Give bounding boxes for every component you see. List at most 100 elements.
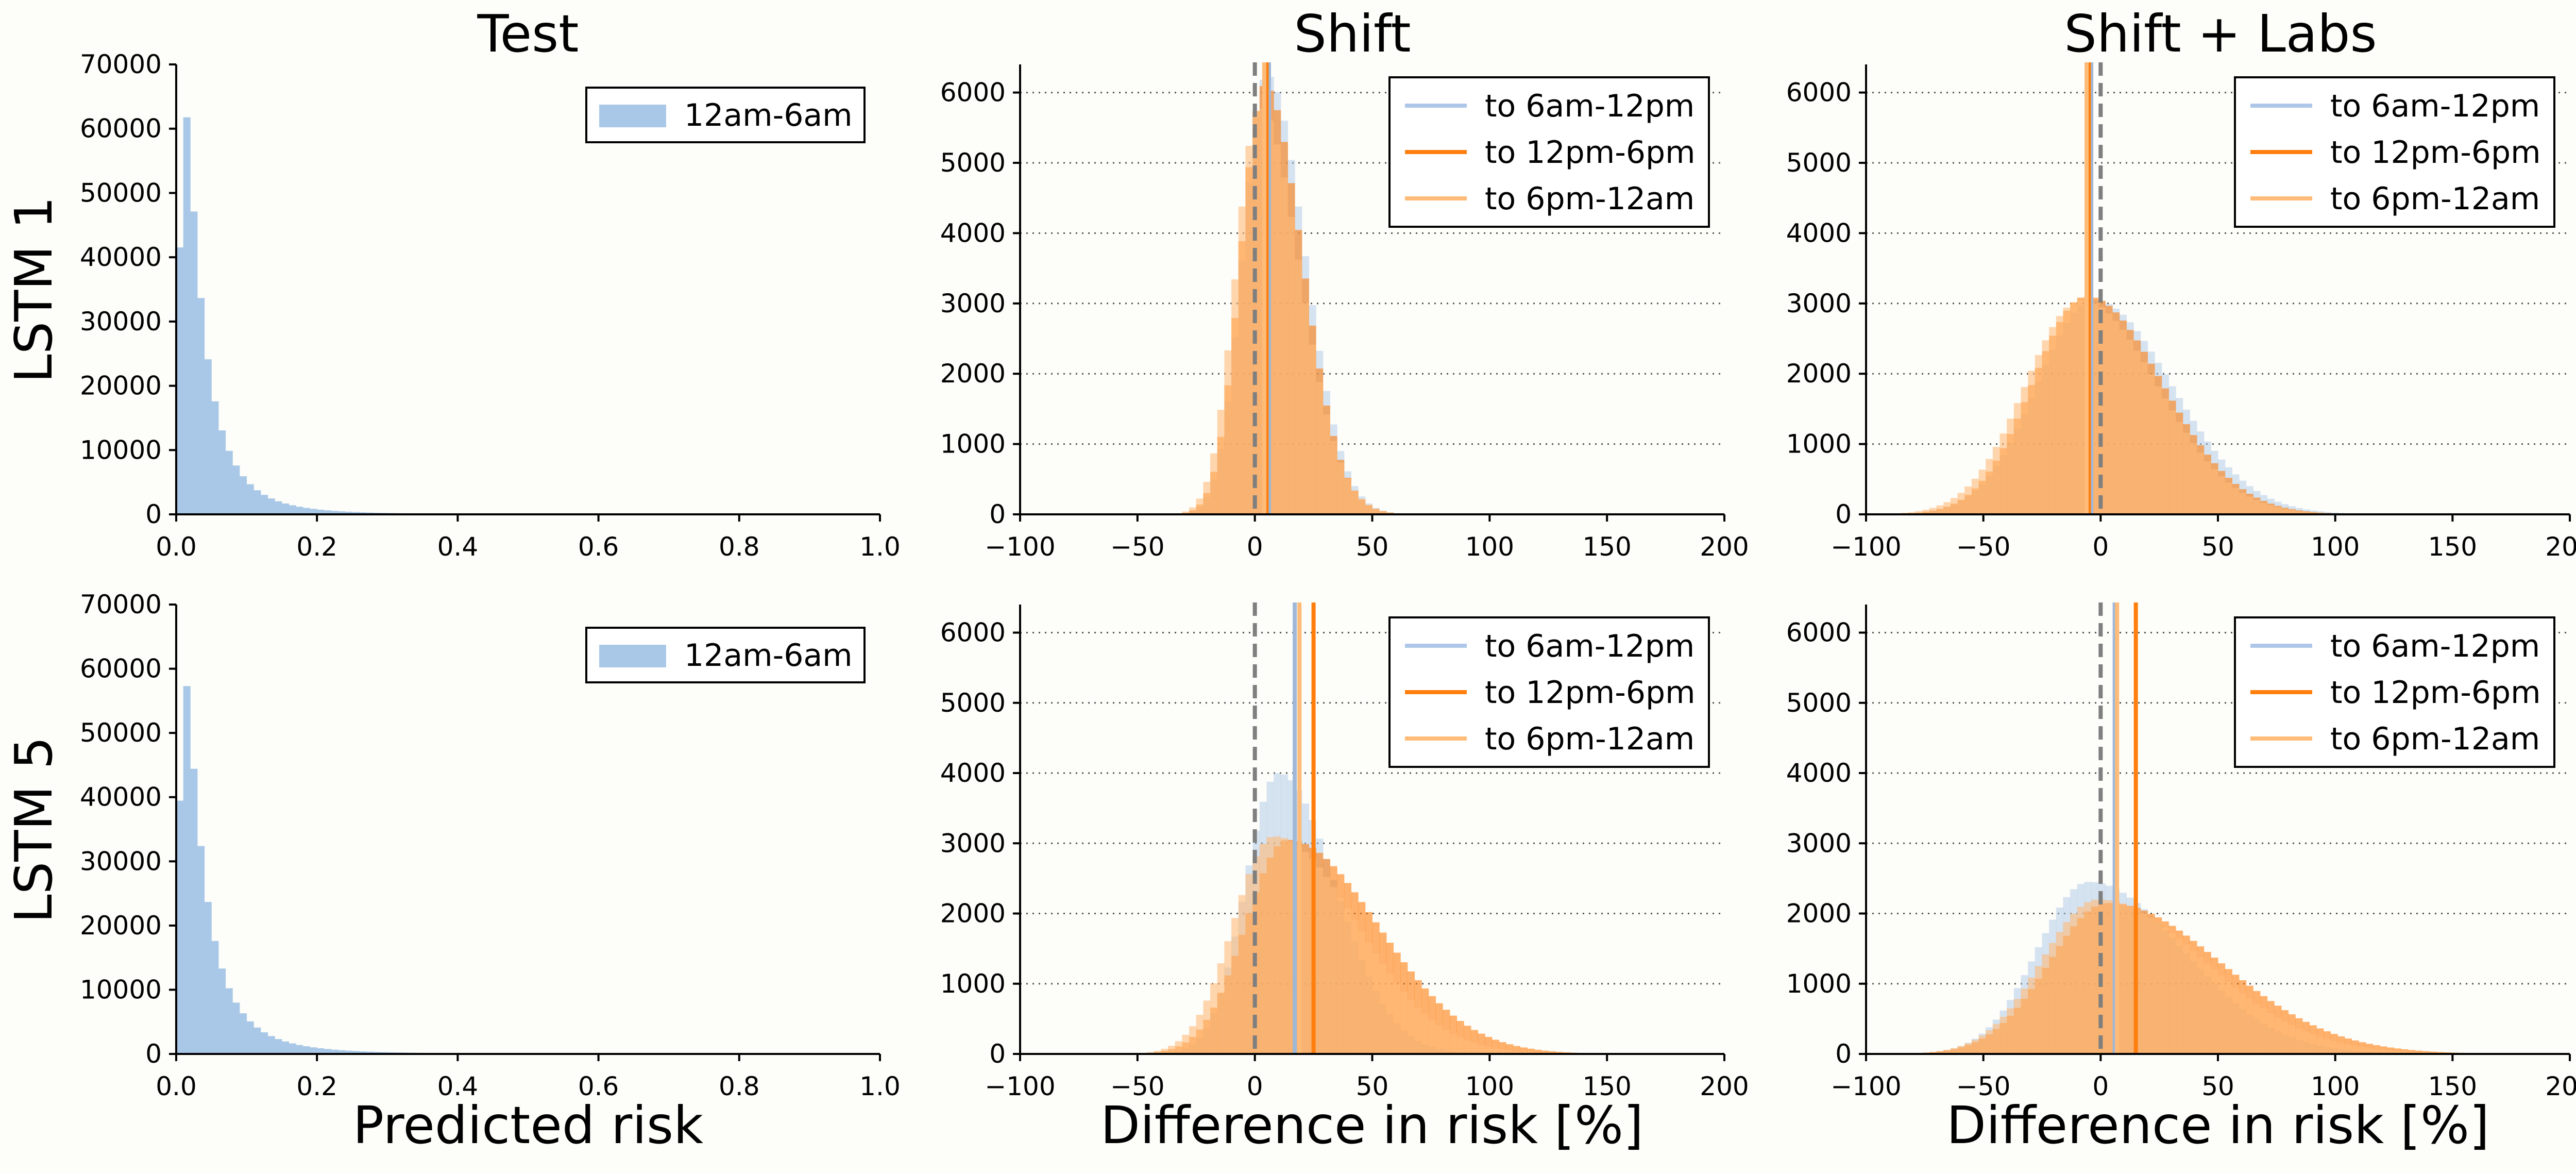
hist-bar [2056,932,2063,1054]
hist-bar [1365,505,1372,514]
x-tick-label: 100 [1465,532,1514,562]
hist-bar [2021,387,2028,514]
hist-bar [2190,443,2197,514]
hist-bar [1245,874,1253,1054]
hist-bar [2422,1051,2430,1054]
y-tick-label: 0 [1835,499,1852,529]
y-tick-label: 5000 [940,148,1006,178]
hist-bar [1943,1049,1951,1054]
hist-bar [2105,900,2113,1054]
y-tick-label: 50000 [80,718,162,748]
hist-bar [1323,414,1330,514]
y-tick-label: 0 [1835,1039,1852,1069]
hist-bar [317,509,325,514]
hist-bar [345,511,352,514]
hist-bar [2204,963,2211,1054]
panel-test-lstm1: 0.0 0.2 0.4 0.6 0.8 1.0 0 10000 20000 30000 40000 5… [80,49,901,562]
hist-bar [1231,279,1239,514]
hist-bar [1175,1041,1182,1054]
hist-bar [2197,957,2205,1054]
hist-bar [2140,913,2148,1054]
hist-bar [1280,838,1288,1054]
panel-shiftlabs-lstm5: −100−50050100150200010002000300040005000… [1786,602,2576,1101]
hist-bar [1971,479,1979,514]
hist-bar [2119,329,2127,514]
hist-bar [2049,327,2057,514]
hist-bar [2232,488,2240,514]
x-tick-label: 100 [2311,1071,2360,1101]
y-tick-label: 10000 [80,435,162,465]
y-tick-label: 4000 [1786,758,1852,788]
hist-bar [2190,951,2197,1054]
hist-bar [1957,493,1965,514]
hist-bar [2112,321,2120,514]
hist-bar [2344,1044,2352,1054]
hist-bar [225,450,233,514]
x-tick-label: 200 [1700,532,1749,562]
hist-bar [1351,920,1359,1054]
hist-bar [2330,1041,2338,1054]
hist-bar [2232,987,2240,1054]
legend-label: to 6am-12pm [2330,88,2540,124]
xlabel-shift-labs: Difference in risk [%] [1946,1095,2489,1155]
hist-bar [2281,1021,2289,1054]
y-tick-label: 4000 [940,758,1006,788]
hist-bar [1478,1045,1485,1054]
hist-bar [2253,500,2261,514]
hist-bar [1964,487,1972,514]
legend: 12am-6am [585,627,866,683]
hist-bar [1365,942,1372,1054]
hist-bar [2077,300,2084,514]
hist-bar [296,1045,303,1054]
hist-bar [260,495,268,514]
hist-bar [2126,906,2134,1054]
legend-label: to 6am-12pm [2330,628,2540,664]
hist-bar [2133,350,2141,514]
hist-bar [1372,508,1380,514]
hist-bar [1936,1051,1944,1054]
hist-bar [317,1048,325,1054]
y-tick-label: 20000 [80,911,162,941]
hist-bar [1372,953,1380,1054]
hist-bar [2197,453,2205,514]
hist-bar [1950,498,1958,514]
hist-bar [1936,505,1944,514]
hist-bar [1203,1000,1211,1054]
x-tick-label: −100 [985,532,1055,562]
hist-bar [1168,1046,1176,1054]
hist-bar [1358,499,1366,514]
hist-bar [1915,511,1923,514]
legend-label: to 6am-12pm [1485,628,1694,664]
hist-bar [289,505,296,514]
y-tick-label: 4000 [940,218,1006,248]
x-tick-label: −50 [1956,532,2011,562]
hist-bar [260,1032,268,1054]
y-tick-label: 1000 [1786,969,1852,999]
y-tick-label: 0 [145,1039,162,1069]
y-tick-label: 6000 [1786,618,1852,648]
hist-bar [2239,993,2247,1054]
x-tick-label: 1.0 [859,532,901,562]
hist-bar [1964,1043,1972,1054]
x-tick-label: 0 [1247,532,1263,562]
panel-shift-lstm1: −100 −50 0 50 100 150 200010002000300040005000… [940,62,1749,562]
hist-bar [1224,941,1232,1054]
hist-bar [1189,507,1197,514]
hist-bar [1351,490,1359,514]
hist-bar [197,298,205,514]
hist-bar [1196,498,1204,514]
hist-bar [1274,144,1281,514]
y-tick-label: 60000 [80,114,162,144]
hist-bar [2351,1046,2359,1054]
hist-bar [2126,340,2134,514]
x-tick-label: 200 [2545,1071,2576,1101]
hist-bar [2372,1049,2380,1054]
legend: to 6am-12pm to 12pm-6pm to 6pm-12am [2234,616,2555,768]
hist-bar [1428,1020,1436,1054]
hist-bar [338,1050,346,1054]
hist-bar [2070,302,2078,514]
hist-bar [253,490,261,514]
hist-bar [331,1049,338,1054]
hist-bar [1485,1047,1493,1054]
hist-bar [2176,939,2183,1054]
